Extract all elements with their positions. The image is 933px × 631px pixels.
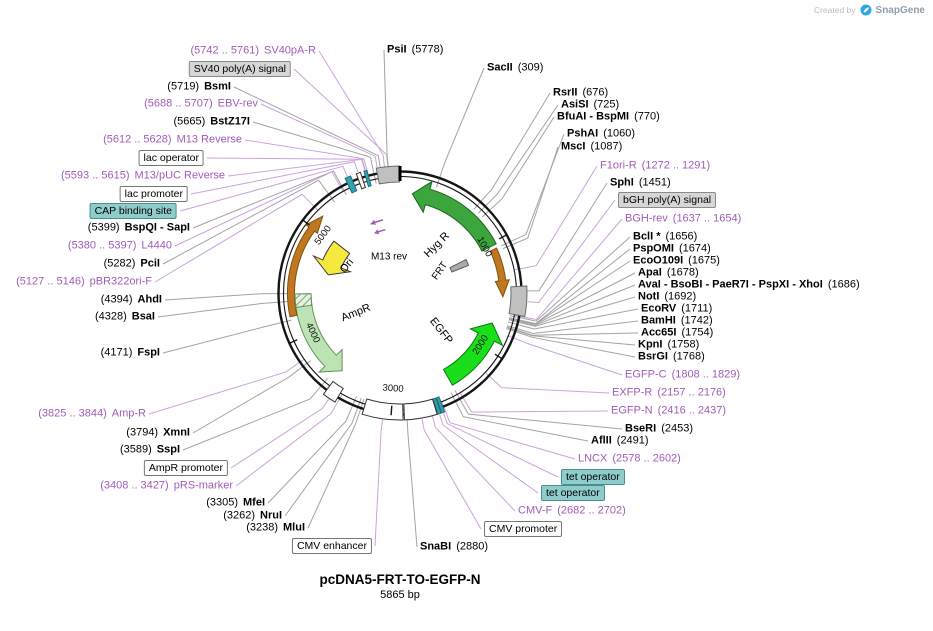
ebv-rev-primer-label-line [260,103,378,169]
bp-tick-label-3000: 3000 [382,382,404,394]
plasmid-name: pcDNA5-FRT-TO-EGFP-N [319,572,481,587]
egfp-c-primer-label-line [517,339,623,376]
amp-r-primer-label-line [148,364,296,415]
m13-puc-reverse-arrow-head [374,229,380,235]
lncx-primer-label-line [445,411,576,460]
lac-promoter-box [355,171,367,190]
snabi-label-line [406,416,418,548]
acc65i-label-line [518,330,639,336]
m13-rev-feature-label: M13 rev [371,252,407,263]
tet-operator-box-2 [432,397,442,415]
ampr-signal-box [294,293,313,308]
hygr-feature-label: Hyg R [422,230,452,260]
bstz17i-label-line [252,121,375,172]
noti-label-line [520,296,636,327]
bamhi-label-line [518,320,639,335]
f1ori-r-primer-label-line [524,165,598,269]
ampr-promoter-label-line [230,398,330,469]
mlui-label-line [307,410,361,529]
bfuai-bspmi-label-line [490,116,555,210]
m13-reverse-arrow-head [370,219,376,225]
psii-label-line [383,49,389,170]
frt-box [449,258,470,273]
fspi-label-line [162,322,280,354]
egfp-n-primer-label-line [465,401,609,413]
sspi-label-line [182,387,321,451]
bsmi-label-line [233,86,382,171]
ahdi-label-line [164,293,277,301]
m13-puc-reverse-primer-label-line [227,158,366,177]
cmv-enhancer-box [361,398,404,421]
sacii-label-line [439,67,485,176]
plasmid-size: 5865 bp [380,589,420,601]
avai-bsobi-paer7i-pspxi-xhoi-label-line [520,284,636,326]
cmv-f-primer-label-line [431,415,516,512]
plasmid-ring-outer [277,170,523,416]
watermark-brand: SnapGene [875,4,925,16]
rsrii-label-line [481,92,551,201]
egfp-arrow [442,322,504,386]
watermark-created-by: Created by [813,5,856,15]
asisi-label-line [486,104,559,205]
cmv-promoter-box [403,398,438,421]
plasmid-title-block: pcDNA5-FRT-TO-EGFP-N 5865 bp [320,572,481,601]
apai-label-line [520,272,636,325]
msci-label-line [513,146,559,245]
cap-binding-site-label-line [179,165,348,212]
lac-promoter-label-line [190,161,359,195]
pshai-label-line [512,133,565,242]
hygr-arrow [411,180,497,252]
lac-operator-label-line [206,157,366,170]
l4440-primer-label-line [174,171,339,247]
ampr-arrow [294,293,343,373]
ampr-promoter-box [322,380,344,403]
tet-operator-label-2-line [439,414,539,494]
kpni-label-line [517,330,636,346]
pbr322ori-f-primer-label-line [154,193,311,283]
bseri-label-line [460,400,623,430]
tet-operator-box-1 [435,396,446,414]
egfp-feature-label: EGFP [427,315,455,346]
sv40pa-r-primer-label-line [318,50,385,167]
bgh-polya-box [508,285,528,318]
cmv-promoter-label-line [421,419,482,530]
bsai-label-line [157,301,277,318]
tet-operator-label-1-line [443,413,559,478]
plasmid-ring-inner [282,175,518,411]
frt-feature-label: FRT [430,260,450,282]
bspqi-sapi-label-line [192,170,342,229]
leader-lines [148,49,639,548]
sv40-polya-signal-label-line [293,68,389,166]
sv40-polya-box [375,165,400,185]
pcii-label-line [162,179,328,265]
exfp-r-primer-label-line [492,379,610,394]
bcli-label-line [521,236,631,322]
m13-reverse-primer-label-line [244,139,368,171]
bgh-polya-signal-label-line [527,199,616,304]
cap-binding-site-box [344,175,358,194]
xmni-label-line [192,367,302,434]
snapgene-watermark: Created by SnapGene [814,4,925,16]
mfei-label-line [267,407,353,504]
ori-upstream-arrow [286,215,324,318]
sphi-label-line [523,182,608,292]
prs-marker-primer-label-line [235,403,338,487]
aflii-label-line [456,403,589,442]
snapgene-logo-icon [860,4,872,16]
nrui-label-line [284,409,358,517]
lac-operator-box [363,169,372,188]
ecorv-label-line [519,308,639,330]
ori-arrow [312,240,353,276]
f1-ori-arrow [489,247,510,298]
bsrgi-label-line [517,331,636,358]
cmv-enhancer-label-line [374,419,384,547]
ampr-feature-label: AmpR [340,302,373,325]
bgh-rev-primer-label-line [524,218,623,321]
